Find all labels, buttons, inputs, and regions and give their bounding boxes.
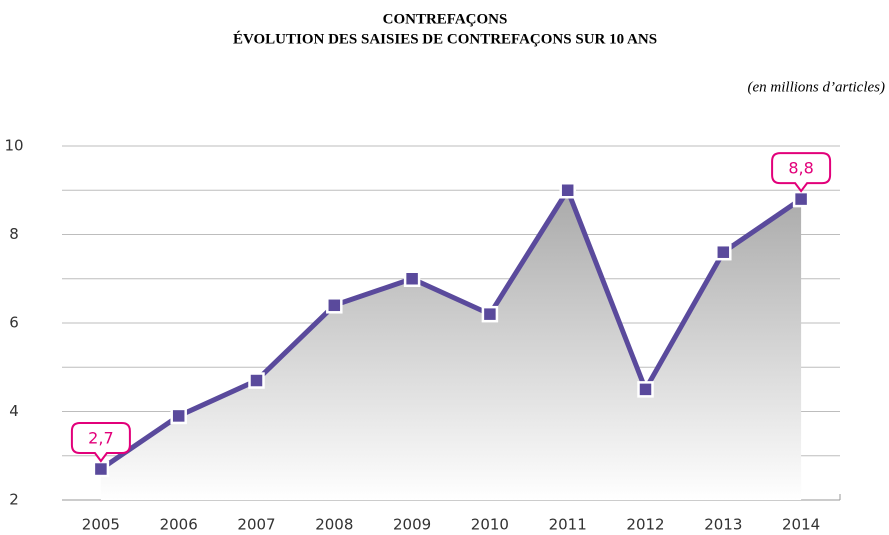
x-tick-label: 2011 (549, 516, 587, 534)
marker (92, 460, 110, 478)
x-tick-label: 2014 (782, 516, 820, 534)
x-tick-label: 2009 (393, 516, 431, 534)
x-tick-label: 2010 (471, 516, 509, 534)
y-tick-label: 8 (9, 225, 19, 243)
marker (481, 305, 499, 323)
marker (403, 270, 421, 287)
callout (70, 422, 131, 463)
marker (248, 372, 265, 389)
marker (792, 190, 810, 208)
x-tick-label: 2008 (315, 516, 353, 534)
marker (170, 407, 187, 425)
x-tick-label: 2012 (626, 516, 664, 534)
y-tick-label: 4 (9, 402, 19, 420)
callout (771, 152, 832, 193)
x-tick-label: 2013 (704, 516, 742, 534)
chart-subtitle: ÉVOLUTION DES SAISIES DE CONTREFAÇONS SU… (233, 30, 657, 47)
marker (715, 243, 732, 261)
unit-note: (en millions d’articles) (748, 79, 885, 95)
marker (559, 182, 576, 199)
x-tick-label: 2005 (82, 516, 120, 534)
area (100, 190, 802, 500)
y-tick-label: 2 (9, 491, 19, 509)
x-tick-label: 2006 (160, 516, 198, 534)
line (99, 187, 803, 472)
value-label: 8,8 (788, 159, 813, 178)
y-tick-label: 6 (9, 314, 19, 332)
value-label: 2,7 (88, 429, 113, 448)
marker (326, 297, 343, 314)
y-tick-label: 10 (4, 137, 23, 155)
chart-title: CONTREFAÇONS (383, 11, 508, 27)
marker (637, 381, 654, 398)
x-tick-label: 2007 (237, 516, 275, 534)
